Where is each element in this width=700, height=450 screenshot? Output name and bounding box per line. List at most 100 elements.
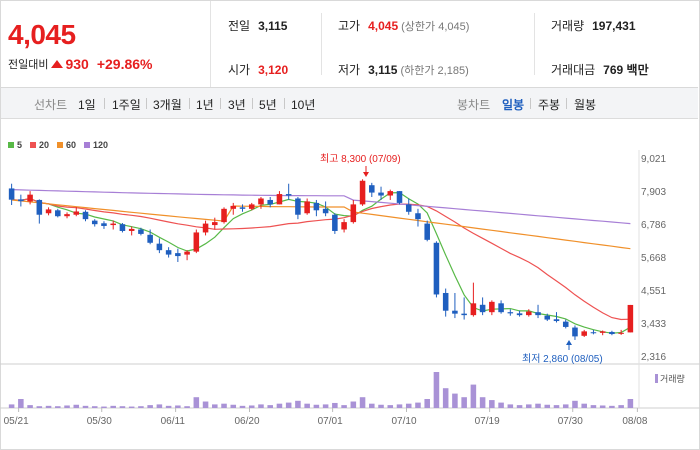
candle-body: [479, 304, 486, 313]
volume-bar: [230, 404, 237, 408]
high-annotation: 최고 8,300 (07/09): [320, 153, 401, 165]
change-label: 전일대비: [8, 59, 49, 71]
tab-1d[interactable]: 1일: [78, 98, 96, 112]
candle-body: [212, 222, 218, 226]
candle-body: [378, 192, 384, 196]
tab-weekly[interactable]: 주봉: [538, 98, 561, 112]
candle-body: [147, 234, 153, 243]
candle-body: [175, 253, 181, 257]
candle-body: [258, 198, 264, 205]
volume-legend-label: 거래량: [660, 373, 685, 384]
tab-divider: [220, 98, 221, 109]
candle-body: [64, 214, 70, 217]
volume-bar: [489, 400, 495, 408]
lower-limit: (하한가 2,185): [400, 65, 469, 77]
tab-3y[interactable]: 3년: [228, 98, 246, 112]
tab-10y[interactable]: 10년: [291, 98, 316, 112]
tab-5y[interactable]: 5년: [259, 98, 277, 112]
volume-bar: [553, 405, 560, 408]
volume-bar: [119, 406, 126, 408]
tab-daily[interactable]: 일봉: [502, 98, 525, 112]
volume-bar: [202, 401, 209, 408]
stat-amount: 거래대금 769 백만: [551, 61, 649, 78]
candle-body: [396, 191, 403, 203]
upper-limit: (상한가 4,045): [401, 21, 470, 33]
candle-body: [101, 223, 107, 226]
stat-high: 고가 4,045 (상한가 4,045): [338, 17, 469, 34]
candle-body: [8, 188, 15, 200]
volume-bar: [507, 404, 514, 408]
volume-bar: [599, 405, 606, 408]
volume-bar: [110, 405, 116, 408]
x-tick-label: 08/08: [622, 416, 647, 427]
amount-label: 거래대금: [551, 63, 596, 77]
volume-bar: [193, 397, 200, 408]
volume-bar: [184, 406, 190, 408]
tab-1w[interactable]: 1주일: [112, 98, 141, 112]
candle-body: [553, 319, 560, 322]
candle-body: [609, 331, 615, 335]
volume-bar: [359, 397, 366, 408]
line-chart-label: 선차트: [34, 98, 68, 112]
candle-body: [535, 312, 541, 316]
volume-bar: [18, 399, 24, 408]
volume-bar: [82, 405, 89, 408]
volume-bar: [627, 399, 634, 408]
y-tick-label: 2,316: [641, 352, 666, 363]
candle-body: [267, 199, 273, 205]
stat-prev-close: 전일 3,115: [228, 17, 287, 34]
legend-ma120: 120: [84, 140, 108, 150]
candle-body: [82, 211, 89, 220]
volume-bar: [498, 402, 504, 408]
volume-bar: [618, 405, 624, 408]
candle-body: [165, 250, 172, 255]
tab-divider: [146, 98, 147, 109]
candle-body: [276, 194, 283, 205]
candle-body: [36, 199, 43, 215]
candle-body: [590, 332, 597, 334]
volume-bar: [27, 405, 33, 408]
volume-bar: [424, 399, 430, 408]
volume-value: 197,431: [592, 19, 636, 33]
volume-bar: [526, 404, 532, 408]
candle-body: [295, 198, 301, 215]
y-tick-label: 4,551: [641, 286, 666, 297]
low-label: 저가: [338, 63, 361, 77]
tab-1y[interactable]: 1년: [196, 98, 214, 112]
candle-body: [119, 224, 126, 231]
candle-body: [202, 223, 209, 233]
volume-bar: [452, 393, 458, 408]
candle-body: [618, 332, 624, 334]
prev-close-label: 전일: [228, 19, 251, 33]
volume-bar: [295, 400, 301, 408]
candle-body: [359, 180, 366, 205]
candle-body: [489, 301, 495, 313]
quote-stats: 전일 3,115 시가 3,120 고가 4,045 (상한가 4,045) 저가 3,1…: [211, 1, 698, 87]
volume-bar: [332, 402, 338, 408]
low-arrow-head: [566, 340, 572, 345]
ma20-line: [11, 197, 631, 321]
candle-body: [138, 229, 144, 234]
stat-low: 저가 3,115 (하한가 2,185): [338, 61, 469, 78]
volume-bar: [258, 404, 264, 408]
volume-bar: [212, 404, 218, 408]
candle-body: [156, 243, 163, 251]
x-tick-label: 05/21: [4, 416, 29, 427]
candle-body: [526, 311, 532, 316]
y-tick-label: 6,786: [641, 220, 666, 231]
tab-3m[interactable]: 3개월: [153, 98, 182, 112]
tab-monthly[interactable]: 월봉: [574, 98, 597, 112]
candle-chart-label: 봉차트: [457, 98, 491, 112]
y-tick-label: 9,021: [641, 154, 666, 165]
amount-value: 769 백만: [603, 63, 649, 77]
ma60-line: [11, 199, 631, 250]
volume-bar: [572, 400, 578, 408]
volume-bar: [55, 406, 61, 408]
low-annotation: 최저 2,860 (08/05): [522, 353, 603, 365]
volume-bar: [239, 405, 246, 408]
candle-body: [27, 194, 33, 202]
candle-body: [285, 194, 292, 196]
volume-bar: [516, 405, 523, 408]
candle-body: [581, 331, 587, 336]
candle-body: [350, 204, 357, 223]
